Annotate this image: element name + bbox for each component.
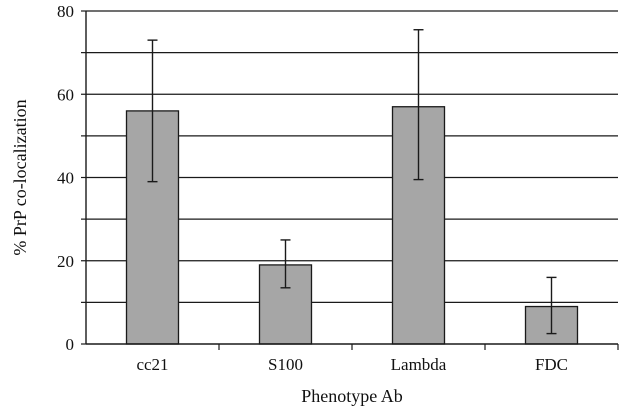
x-category-label: S100 (268, 355, 303, 374)
x-axis-title: Phenotype Ab (301, 386, 403, 406)
y-tick-label: 80 (57, 2, 74, 21)
axes (81, 10, 619, 350)
x-category-labels: cc21 S100 Lambda FDC (136, 355, 568, 374)
x-category-label: cc21 (136, 355, 168, 374)
y-axis-title: % PrP co-localization (10, 99, 30, 255)
y-tick-label: 20 (57, 252, 74, 271)
x-category-label: FDC (535, 355, 568, 374)
y-tick-label: 0 (66, 335, 75, 354)
y-tick-labels: 0 20 40 60 80 (57, 2, 74, 354)
x-category-label: Lambda (391, 355, 447, 374)
y-tick-label: 60 (57, 85, 74, 104)
error-bars (147, 29, 557, 335)
bars (125, 106, 579, 345)
y-tick-label: 40 (57, 169, 74, 188)
